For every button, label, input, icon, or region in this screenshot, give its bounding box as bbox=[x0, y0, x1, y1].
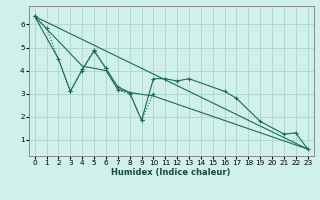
X-axis label: Humidex (Indice chaleur): Humidex (Indice chaleur) bbox=[111, 168, 231, 177]
